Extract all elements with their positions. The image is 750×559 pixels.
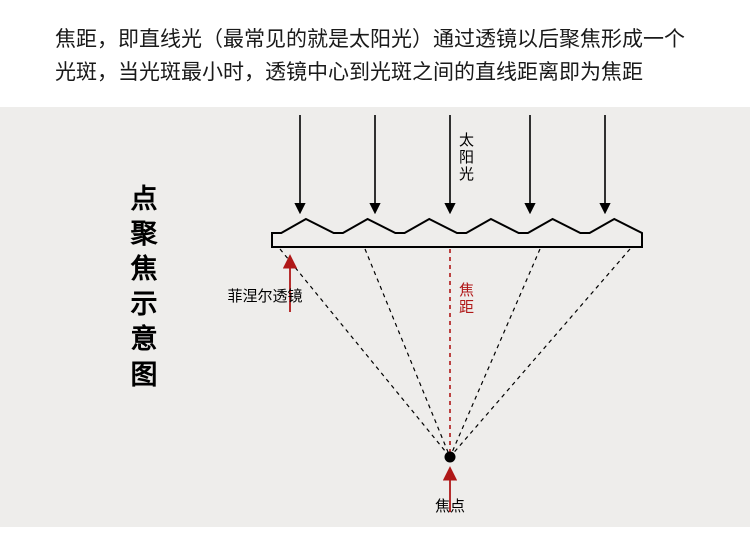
label-lens: 菲涅尔透镜 [225,285,305,306]
diagram-container: 点聚焦示意图 太阳光 菲涅尔透镜 焦距 焦点 [0,107,750,527]
focus-diagram-svg [0,107,750,527]
label-focal-length: 焦距 [455,282,476,316]
description-text: 焦距，即直线光（最常见的就是太阳光）通过透镜以后聚焦形成一个光斑，当光斑最小时，… [0,0,750,107]
label-sunlight: 太阳光 [455,132,476,183]
label-focus-point: 焦点 [430,495,470,516]
